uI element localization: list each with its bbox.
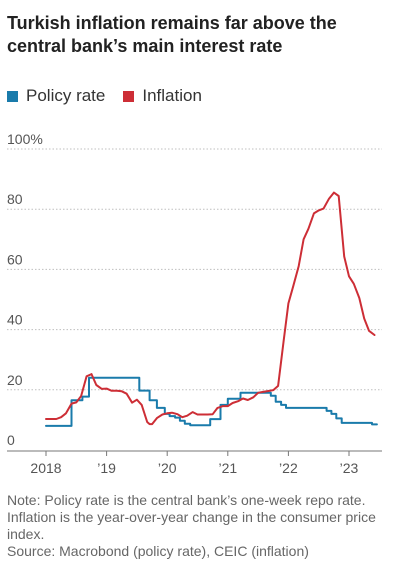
x-tick-label: ’21 xyxy=(218,460,237,476)
note-text: Note: Policy rate is the central bank’s … xyxy=(7,492,376,542)
grid-layer xyxy=(7,148,382,391)
y-tick-label: 40 xyxy=(7,312,23,328)
x-tick-label: ’19 xyxy=(97,460,116,476)
x-tick-label: ’23 xyxy=(340,460,359,476)
inflation-swatch xyxy=(123,90,135,102)
line-chart: 0 20 40 60 80 100% 2018 ’19 ’20 ’21 ’22 ’23 xyxy=(7,131,382,476)
series-layer xyxy=(45,191,378,427)
chart-title: Turkish inflation remains far above the … xyxy=(7,13,337,56)
y-tick-label: 100% xyxy=(7,131,43,147)
chart-notes: Note: Policy rate is the central bank’s … xyxy=(7,492,397,560)
y-tick-label: 80 xyxy=(7,191,23,207)
x-tick-label: ’20 xyxy=(158,460,177,476)
axis-layer: 0 20 40 60 80 100% 2018 ’19 ’20 ’21 ’22 ’23 xyxy=(7,131,382,476)
legend-label-policy-rate: Policy rate xyxy=(26,86,106,105)
inflation-line xyxy=(45,191,376,426)
y-tick-label: 60 xyxy=(7,251,23,267)
y-tick-label: 0 xyxy=(7,432,15,448)
legend-item-policy-rate: Policy rate xyxy=(7,86,105,106)
chart-legend: Policy rate Inflation xyxy=(7,86,220,106)
source-text: Source: Macrobond (policy rate), CEIC (i… xyxy=(7,543,309,559)
policy-rate-line xyxy=(45,376,378,427)
legend-item-inflation: Inflation xyxy=(123,86,202,106)
policy-rate-swatch xyxy=(7,90,18,102)
y-tick-label: 20 xyxy=(7,372,23,388)
x-tick-label: 2018 xyxy=(30,460,61,476)
legend-label-inflation: Inflation xyxy=(142,86,202,105)
x-tick-label: ’22 xyxy=(279,460,298,476)
